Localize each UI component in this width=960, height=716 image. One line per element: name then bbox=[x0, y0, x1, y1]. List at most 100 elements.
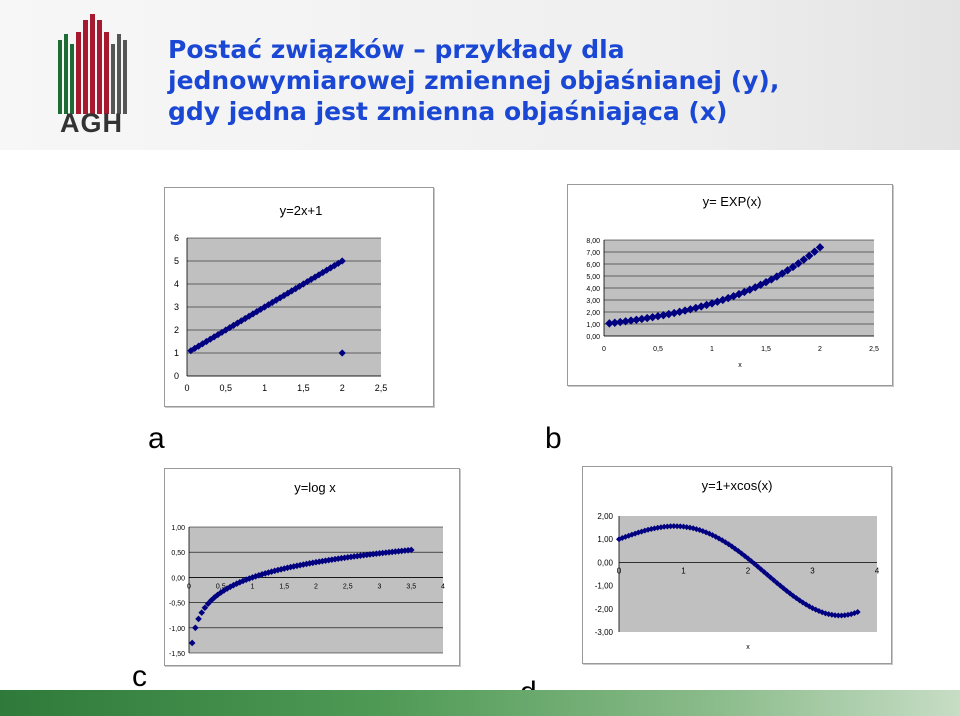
data-point bbox=[407, 546, 415, 554]
y-tick-label-b: 1,00 bbox=[586, 322, 600, 329]
data-point bbox=[201, 604, 209, 612]
data-point bbox=[241, 314, 249, 323]
data-point bbox=[331, 555, 339, 563]
plot-area-c bbox=[189, 527, 443, 653]
x-tick-label-a: 1,5 bbox=[297, 383, 310, 393]
data-point bbox=[246, 575, 253, 582]
data-point bbox=[628, 531, 635, 538]
y-tick-label-b: 3,00 bbox=[586, 298, 600, 305]
x-tick-label-c: 1,5 bbox=[279, 583, 289, 590]
data-point bbox=[815, 243, 825, 252]
data-point bbox=[300, 561, 307, 568]
data-point bbox=[654, 524, 661, 531]
data-point bbox=[832, 612, 839, 619]
data-point bbox=[809, 605, 816, 612]
data-point bbox=[226, 324, 234, 332]
data-point bbox=[373, 550, 380, 558]
x-tick-label-a: 2 bbox=[340, 383, 345, 393]
data-point bbox=[851, 610, 858, 617]
y-tick-label-b: 0,00 bbox=[586, 334, 600, 341]
y-tick-label-c: -0,50 bbox=[169, 601, 185, 608]
x-tick-label-a: 1 bbox=[262, 383, 267, 393]
plot-area-d bbox=[619, 516, 877, 632]
data-point bbox=[741, 552, 748, 559]
data-point bbox=[774, 579, 781, 586]
x-tick-label-d: 4 bbox=[875, 566, 880, 575]
data-point bbox=[854, 609, 861, 616]
data-point bbox=[653, 312, 663, 321]
data-point bbox=[328, 556, 336, 563]
data-point bbox=[280, 291, 288, 300]
data-point bbox=[315, 558, 323, 565]
y-tick-label-d: 0,00 bbox=[597, 558, 613, 567]
data-point bbox=[277, 565, 285, 573]
data-point bbox=[255, 572, 263, 579]
data-point bbox=[293, 562, 301, 570]
data-point bbox=[319, 268, 327, 277]
data-point bbox=[363, 551, 371, 559]
chart-title-c: y=log x bbox=[294, 480, 336, 495]
chart-d: y=1+xcos(x) -3,00 -2,00 -1,00 0,00 1,00 2,00 0 1… bbox=[595, 478, 880, 651]
data-point bbox=[648, 526, 655, 533]
title-line-3: gdy jedna jest zmienna objaśniająca (x) bbox=[168, 97, 728, 126]
y-tick-label-b: 2,00 bbox=[586, 310, 600, 317]
data-point bbox=[322, 557, 329, 564]
data-point bbox=[341, 554, 348, 562]
x-tick-label-b: 2,5 bbox=[869, 346, 879, 353]
chart-title-d: y=1+xcos(x) bbox=[702, 478, 773, 493]
label-c: c bbox=[132, 660, 147, 693]
y-tick-label-c: 0,00 bbox=[171, 575, 185, 582]
x-tick-label-b: 1,5 bbox=[761, 346, 771, 353]
data-point bbox=[284, 289, 292, 297]
x-tick-label-c: 0 bbox=[187, 583, 191, 590]
data-point bbox=[677, 523, 684, 530]
data-point bbox=[188, 639, 196, 647]
logo-text: AGH bbox=[60, 108, 123, 138]
x-tick-label-d: 1 bbox=[681, 566, 686, 575]
x-tick-label-b: 1 bbox=[710, 346, 714, 353]
data-point bbox=[261, 303, 269, 311]
y-tick-label-b: 5,00 bbox=[586, 274, 600, 281]
y-tick-label-a: 2 bbox=[174, 325, 179, 335]
data-point bbox=[404, 546, 412, 554]
y-tick-label-d: -3,00 bbox=[595, 628, 614, 637]
y-tick-label-b: 7,00 bbox=[586, 250, 600, 257]
data-point bbox=[401, 547, 409, 554]
data-point bbox=[626, 316, 636, 325]
data-point bbox=[670, 523, 677, 530]
x-axis-title-d: x bbox=[746, 644, 750, 651]
data-point bbox=[303, 560, 310, 568]
data-point bbox=[357, 552, 364, 559]
data-point bbox=[757, 566, 764, 573]
data-point bbox=[338, 554, 345, 562]
data-point bbox=[761, 278, 771, 287]
y-tick-label-a: 4 bbox=[174, 279, 179, 289]
x-axis-title-b: x bbox=[738, 362, 742, 369]
data-point bbox=[690, 525, 697, 532]
x-tick-label-a: 2,5 bbox=[375, 383, 388, 393]
label-a: a bbox=[148, 422, 165, 455]
data-point bbox=[198, 609, 205, 616]
x-tick-label-a: 0,5 bbox=[220, 383, 233, 393]
chart-c: y=log x -1,50 -1,00 -0,50 0,00 0,50 1,00 0 0,5 1 1… bbox=[169, 480, 445, 658]
y-tick-label-a: 6 bbox=[174, 233, 179, 243]
data-point bbox=[664, 523, 671, 530]
data-point bbox=[226, 583, 234, 591]
data-point bbox=[338, 349, 346, 357]
footer-bar bbox=[0, 690, 960, 716]
x-tick-label-c: 2 bbox=[314, 583, 318, 590]
data-point bbox=[249, 574, 256, 581]
data-point bbox=[707, 299, 717, 308]
y-tick-label-a: 1 bbox=[174, 348, 179, 358]
chart-panel-c: y=log x -1,50 -1,00 -0,50 0,00 0,50 1,00 0 0,5 1 1… bbox=[164, 468, 460, 666]
y-tick-label-b: 6,00 bbox=[586, 262, 600, 269]
y-tick-label-d: -2,00 bbox=[595, 605, 614, 614]
title-line-1: Postać związków – przykłady dla bbox=[168, 35, 625, 64]
x-tick-label-c: 2,5 bbox=[343, 583, 353, 590]
page-title: Postać związków – przykłady dla jednowym… bbox=[168, 34, 928, 127]
data-point bbox=[674, 523, 681, 530]
data-point bbox=[252, 573, 259, 580]
title-line-2: jednowymiarowej zmiennej objaśnianej (y)… bbox=[168, 66, 780, 95]
y-tick-label-a: 0 bbox=[174, 371, 179, 381]
data-point bbox=[822, 610, 829, 617]
